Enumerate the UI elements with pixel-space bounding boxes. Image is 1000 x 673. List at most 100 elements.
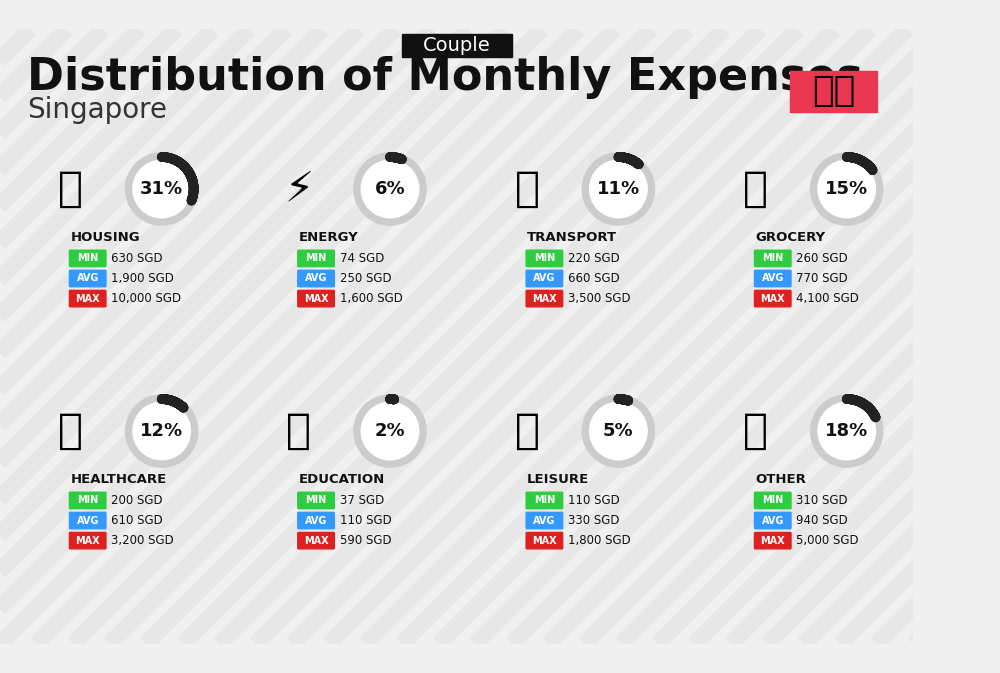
Text: MIN: MIN xyxy=(762,254,783,263)
Text: MIN: MIN xyxy=(305,254,327,263)
Text: AVG: AVG xyxy=(533,516,556,526)
Text: 🏥: 🏥 xyxy=(58,410,83,452)
FancyBboxPatch shape xyxy=(526,532,563,549)
Text: 74 SGD: 74 SGD xyxy=(340,252,384,265)
Text: HOUSING: HOUSING xyxy=(70,231,140,244)
Text: 5,000 SGD: 5,000 SGD xyxy=(796,534,859,547)
Text: 940 SGD: 940 SGD xyxy=(796,514,848,527)
Text: 37 SGD: 37 SGD xyxy=(340,494,384,507)
Text: OTHER: OTHER xyxy=(755,473,806,486)
Text: MAX: MAX xyxy=(304,536,328,546)
FancyBboxPatch shape xyxy=(526,512,563,529)
Text: 260 SGD: 260 SGD xyxy=(796,252,848,265)
Text: ⚡: ⚡ xyxy=(284,168,313,210)
Text: MAX: MAX xyxy=(75,536,100,546)
Text: AVG: AVG xyxy=(305,273,327,283)
Text: Couple: Couple xyxy=(423,36,491,55)
Text: 220 SGD: 220 SGD xyxy=(568,252,620,265)
Text: 🛍: 🛍 xyxy=(515,410,540,452)
Text: MIN: MIN xyxy=(534,495,555,505)
FancyBboxPatch shape xyxy=(298,512,334,529)
FancyBboxPatch shape xyxy=(526,492,563,509)
Text: MAX: MAX xyxy=(304,293,328,304)
Text: 10,000 SGD: 10,000 SGD xyxy=(111,292,182,305)
Text: Singapore: Singapore xyxy=(27,96,167,124)
Text: MIN: MIN xyxy=(534,254,555,263)
Text: 5%: 5% xyxy=(603,422,634,440)
Text: 18%: 18% xyxy=(825,422,868,440)
Text: 6%: 6% xyxy=(375,180,405,198)
FancyBboxPatch shape xyxy=(402,34,512,57)
Text: MAX: MAX xyxy=(760,536,785,546)
FancyBboxPatch shape xyxy=(754,492,791,509)
FancyBboxPatch shape xyxy=(526,271,563,287)
FancyBboxPatch shape xyxy=(298,290,334,307)
FancyBboxPatch shape xyxy=(69,271,106,287)
Text: 610 SGD: 610 SGD xyxy=(111,514,163,527)
Text: 110 SGD: 110 SGD xyxy=(340,514,392,527)
Text: AVG: AVG xyxy=(533,273,556,283)
Text: 330 SGD: 330 SGD xyxy=(568,514,620,527)
Circle shape xyxy=(133,160,190,218)
FancyBboxPatch shape xyxy=(790,71,877,112)
Text: AVG: AVG xyxy=(305,516,327,526)
Text: 🇸🇬: 🇸🇬 xyxy=(812,74,855,108)
FancyBboxPatch shape xyxy=(754,250,791,267)
Text: MIN: MIN xyxy=(305,495,327,505)
Text: HEALTHCARE: HEALTHCARE xyxy=(70,473,167,486)
FancyBboxPatch shape xyxy=(298,532,334,549)
Text: 660 SGD: 660 SGD xyxy=(568,272,620,285)
Text: 770 SGD: 770 SGD xyxy=(796,272,848,285)
Text: EDUCATION: EDUCATION xyxy=(299,473,385,486)
FancyBboxPatch shape xyxy=(754,290,791,307)
Text: ENERGY: ENERGY xyxy=(299,231,358,244)
Circle shape xyxy=(133,402,190,460)
Text: 15%: 15% xyxy=(825,180,868,198)
FancyBboxPatch shape xyxy=(754,512,791,529)
FancyBboxPatch shape xyxy=(298,271,334,287)
Text: 1,900 SGD: 1,900 SGD xyxy=(111,272,174,285)
Text: 200 SGD: 200 SGD xyxy=(111,494,163,507)
Text: 1,600 SGD: 1,600 SGD xyxy=(340,292,403,305)
Circle shape xyxy=(361,402,419,460)
Text: 12%: 12% xyxy=(140,422,183,440)
Circle shape xyxy=(818,160,875,218)
FancyBboxPatch shape xyxy=(754,271,791,287)
FancyBboxPatch shape xyxy=(69,290,106,307)
Text: 590 SGD: 590 SGD xyxy=(340,534,391,547)
Circle shape xyxy=(818,402,875,460)
Text: 🎓: 🎓 xyxy=(286,410,311,452)
Text: 250 SGD: 250 SGD xyxy=(340,272,391,285)
Text: 🏢: 🏢 xyxy=(58,168,83,210)
Text: MAX: MAX xyxy=(75,293,100,304)
Text: 🚌: 🚌 xyxy=(515,168,540,210)
FancyBboxPatch shape xyxy=(526,290,563,307)
Circle shape xyxy=(590,160,647,218)
Text: 31%: 31% xyxy=(140,180,183,198)
Text: MIN: MIN xyxy=(77,254,98,263)
FancyBboxPatch shape xyxy=(69,250,106,267)
Text: AVG: AVG xyxy=(76,516,99,526)
Text: LEISURE: LEISURE xyxy=(527,473,589,486)
FancyBboxPatch shape xyxy=(298,250,334,267)
Text: MAX: MAX xyxy=(532,536,557,546)
Text: 4,100 SGD: 4,100 SGD xyxy=(796,292,859,305)
Text: 110 SGD: 110 SGD xyxy=(568,494,620,507)
Text: MAX: MAX xyxy=(760,293,785,304)
Text: AVG: AVG xyxy=(762,273,784,283)
FancyBboxPatch shape xyxy=(526,250,563,267)
Text: 310 SGD: 310 SGD xyxy=(796,494,848,507)
Circle shape xyxy=(590,402,647,460)
Text: GROCERY: GROCERY xyxy=(755,231,826,244)
Text: AVG: AVG xyxy=(76,273,99,283)
FancyBboxPatch shape xyxy=(69,492,106,509)
FancyBboxPatch shape xyxy=(298,492,334,509)
Text: 3,200 SGD: 3,200 SGD xyxy=(111,534,174,547)
Text: AVG: AVG xyxy=(762,516,784,526)
Text: Distribution of Monthly Expenses: Distribution of Monthly Expenses xyxy=(27,56,863,99)
Text: MIN: MIN xyxy=(77,495,98,505)
Circle shape xyxy=(361,160,419,218)
Text: 🛒: 🛒 xyxy=(743,168,768,210)
Text: 1,800 SGD: 1,800 SGD xyxy=(568,534,631,547)
Text: 11%: 11% xyxy=(597,180,640,198)
